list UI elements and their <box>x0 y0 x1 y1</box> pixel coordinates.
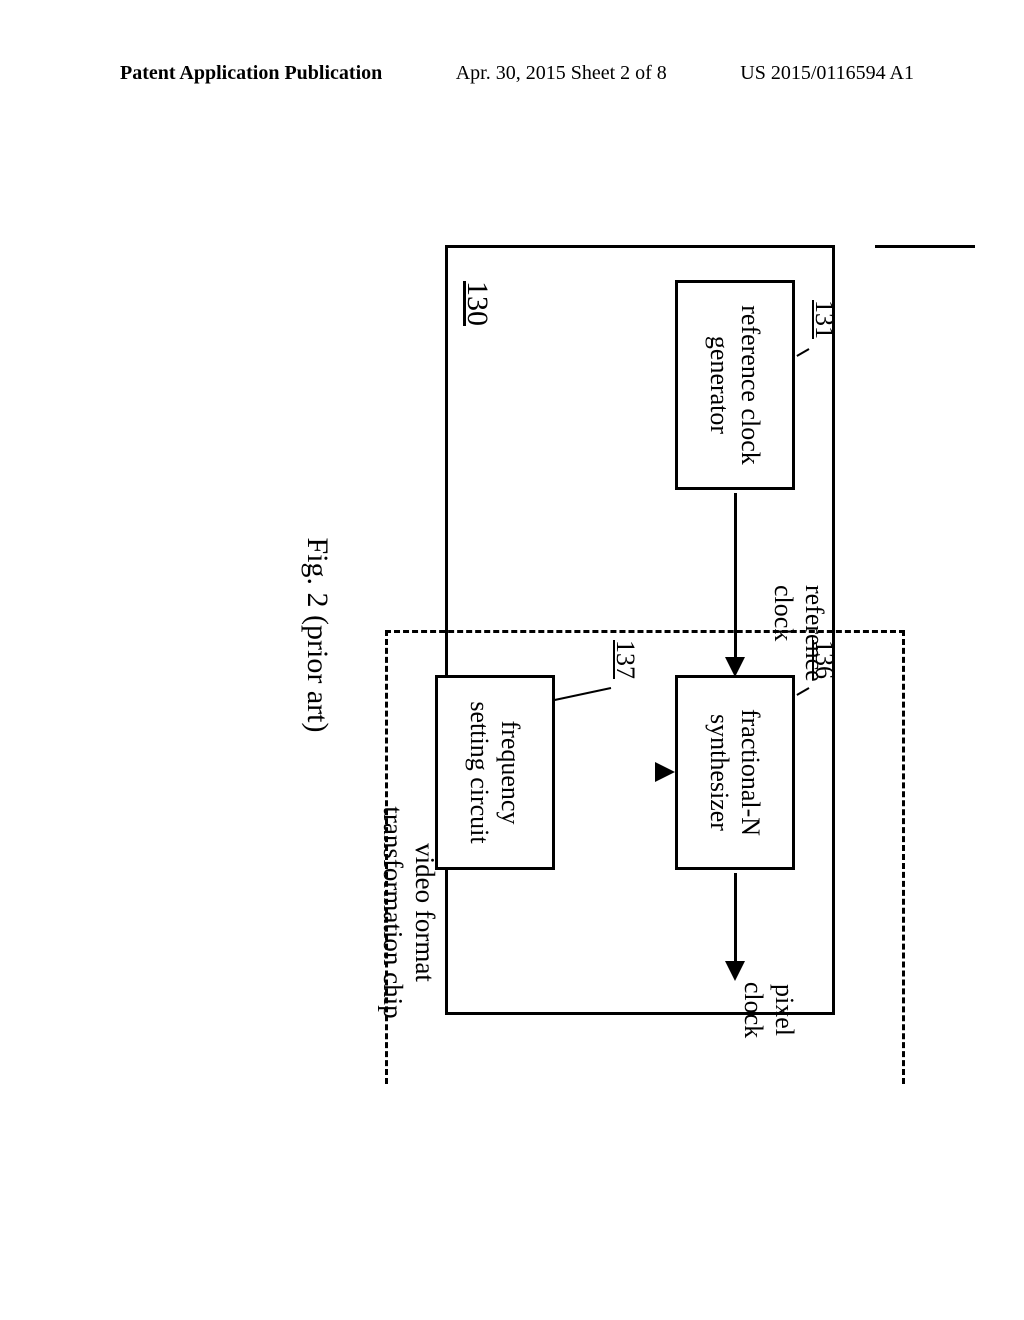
header-publication: Patent Application Publication <box>120 62 382 85</box>
block-label: fractional-N synthesizer <box>704 709 766 836</box>
chip-label: video format transformation chip <box>376 785 441 1040</box>
block-label: frequency setting circuit <box>464 701 526 843</box>
block-frequency-setting-circuit: frequency setting circuit <box>435 675 555 870</box>
page-header: Patent Application Publication Apr. 30, … <box>0 62 1024 85</box>
ref-num-130: 130 <box>459 281 495 326</box>
arrow-head-icon <box>655 762 675 782</box>
arrow-refclk-to-fracn <box>734 493 737 659</box>
block-reference-clock-generator: reference clock generator <box>675 280 795 490</box>
block-label: reference clock generator <box>704 305 766 464</box>
signal-pixel-clock: pixel clock <box>738 970 800 1050</box>
block-fractional-n-synthesizer: fractional-N synthesizer <box>675 675 795 870</box>
ref-num-131: 131 <box>809 300 840 339</box>
diagram: reference clock generator fractional-N s… <box>75 245 975 1015</box>
arrow-head-icon <box>725 961 745 981</box>
arrow-fracn-to-pixel <box>734 873 737 963</box>
signal-reference-clock: reference clock <box>768 585 830 655</box>
header-docnum: US 2015/0116594 A1 <box>740 62 914 85</box>
arrow-freqset-to-fracn <box>875 245 975 248</box>
figure-caption: Fig. 2 (prior art) <box>299 505 335 765</box>
header-sheet: Apr. 30, 2015 Sheet 2 of 8 <box>456 62 667 85</box>
ref-num-137: 137 <box>610 640 641 679</box>
arrow-head-icon <box>725 657 745 677</box>
